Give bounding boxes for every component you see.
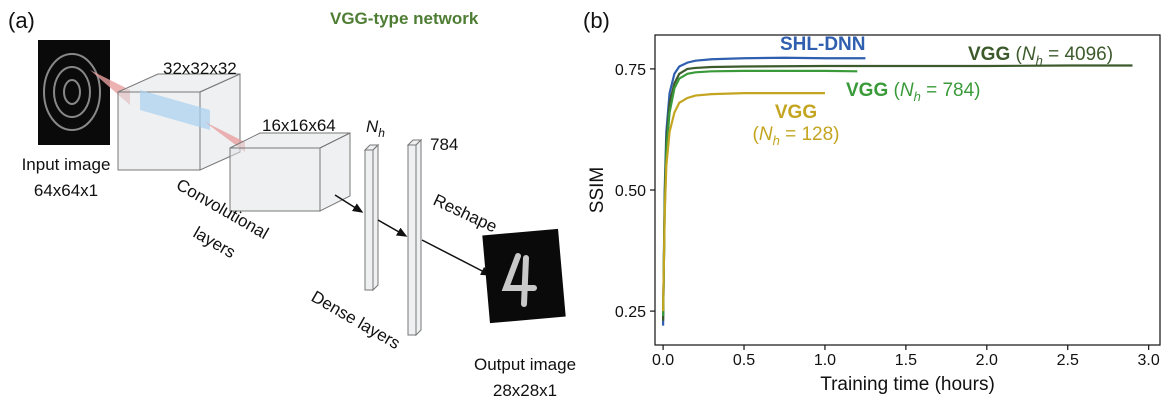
y-tick-label: 0.75 xyxy=(615,62,646,79)
panel-b: (b) 0.0 0.5 1.0 1.5 2.0 2.5 3.0 0.25 0.50 0.75 Trai… xyxy=(583,8,1160,395)
panel-label: (a) xyxy=(8,8,35,33)
panel-label: (b) xyxy=(583,8,610,33)
x-tick-label: 2.0 xyxy=(976,352,998,369)
series-line xyxy=(663,71,857,316)
label-part: h xyxy=(914,89,921,104)
label-part: = 128) xyxy=(780,124,840,145)
label-part: SHL-DNN xyxy=(780,34,866,55)
diagram-title: VGG-type network xyxy=(330,9,479,28)
layer-size: 32x32x32 xyxy=(163,59,237,78)
label-part: VGG xyxy=(968,44,1010,65)
series-line xyxy=(663,58,865,326)
series-label: VGG (Nh = 784) xyxy=(846,80,981,104)
series-label: (Nh = 128) xyxy=(753,124,840,148)
label-part: h xyxy=(773,133,780,148)
label-part: VGG xyxy=(775,102,817,123)
label-part: = 784) xyxy=(921,80,981,101)
conv-block-2 xyxy=(230,133,350,211)
layer-size: 16x16x64 xyxy=(262,116,336,135)
x-tick-label: 1.5 xyxy=(895,352,917,369)
series-label: VGG xyxy=(775,102,817,123)
y-tick-label: 0.50 xyxy=(615,183,646,200)
layer-size: 784 xyxy=(430,135,458,154)
layer-size: Nh xyxy=(366,117,385,140)
conv-label: layers xyxy=(190,223,239,262)
reshape-label: Reshape xyxy=(430,190,500,236)
dense-layers xyxy=(365,140,421,335)
input-label: 64x64x1 xyxy=(34,181,98,200)
x-tick-label: 2.5 xyxy=(1057,352,1079,369)
output-label: 28x28x1 xyxy=(493,381,557,400)
x-tick-label: 0.0 xyxy=(652,352,674,369)
label-part: N xyxy=(900,80,914,101)
x-tick-label: 0.5 xyxy=(733,352,755,369)
series-label: VGG (Nh = 4096) xyxy=(968,44,1113,68)
label-part: = 4096) xyxy=(1043,44,1113,65)
label-part: VGG xyxy=(846,80,888,101)
label-part: N xyxy=(759,124,773,145)
series-line xyxy=(663,66,1132,321)
dense-label: Dense layers xyxy=(308,287,403,353)
output-label: Output image xyxy=(474,355,576,374)
label-part: N xyxy=(1022,44,1036,65)
y-axis-label: SSIM xyxy=(587,167,608,213)
y-tick-label: 0.25 xyxy=(615,304,646,321)
x-tick-label: 1.0 xyxy=(814,352,836,369)
conv-block-1 xyxy=(118,74,240,170)
panel-a: (a) VGG-type network 32x32x32 16x16x64 N… xyxy=(8,8,576,400)
figure: (a) VGG-type network 32x32x32 16x16x64 N… xyxy=(0,0,1170,405)
x-axis-label: Training time (hours) xyxy=(820,374,995,395)
x-tick-label: 3.0 xyxy=(1138,352,1160,369)
input-label: Input image xyxy=(22,155,111,174)
series-label: SHL-DNN xyxy=(780,34,866,55)
label-part: h xyxy=(1036,53,1043,68)
